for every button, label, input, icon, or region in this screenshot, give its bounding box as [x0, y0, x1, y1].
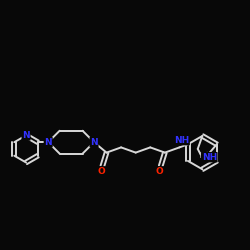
Text: O: O — [98, 167, 105, 176]
Text: N: N — [44, 138, 52, 147]
Text: N: N — [90, 138, 98, 147]
Text: O: O — [156, 167, 164, 176]
Text: N: N — [22, 131, 30, 140]
Text: NH: NH — [174, 136, 189, 144]
Text: NH: NH — [202, 153, 217, 162]
